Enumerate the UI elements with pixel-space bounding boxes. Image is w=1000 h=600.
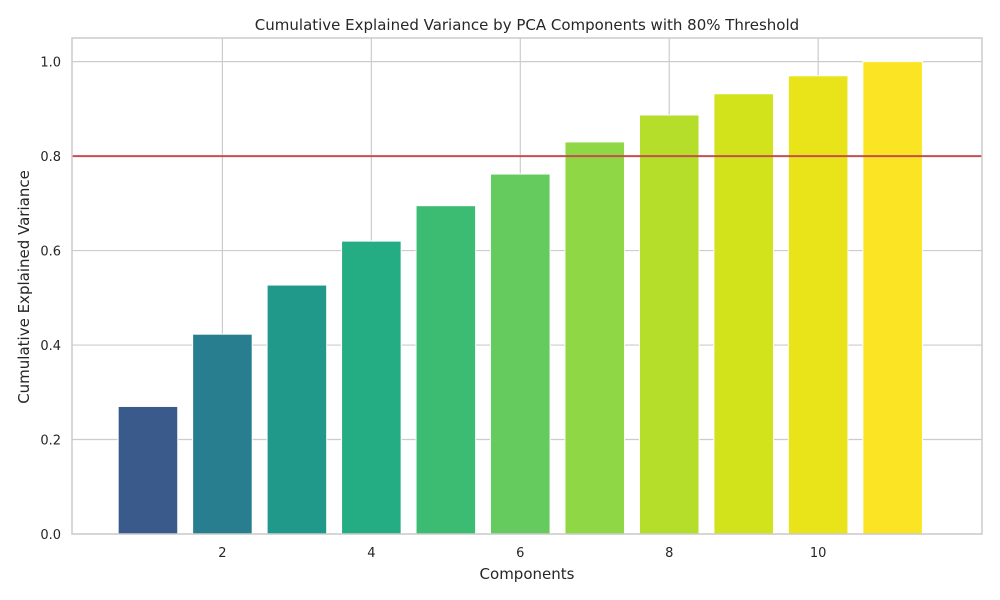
y-tick-label-0.0: 0.0 [40, 528, 61, 543]
bar-component-10 [787, 75, 849, 535]
y-tick-label-0.6: 0.6 [40, 245, 61, 260]
bar-component-3 [266, 284, 328, 535]
chart-title: Cumulative Explained Variance by PCA Com… [255, 16, 799, 34]
y-tick-label-0.8: 0.8 [40, 150, 61, 165]
x-axis-label: Components [480, 565, 575, 583]
bar-component-8 [638, 114, 700, 535]
bar-component-1 [117, 405, 179, 535]
y-tick-label-1.0: 1.0 [40, 56, 61, 71]
y-axis-label: Cumulative Explained Variance [15, 170, 33, 404]
y-tick-label-0.4: 0.4 [40, 339, 61, 354]
bar-component-9 [713, 93, 774, 535]
plot-frame [71, 37, 983, 535]
bar-component-7 [564, 141, 626, 535]
x-tick-labels: 2 4 6 8 10 [218, 546, 826, 561]
bars [117, 61, 923, 535]
x-tick-label-8: 8 [665, 546, 673, 561]
bar-component-6 [490, 173, 551, 535]
bar-component-4 [341, 240, 402, 535]
x-tick-label-4: 4 [367, 546, 375, 561]
bar-component-5 [415, 205, 477, 535]
bar-component-11 [862, 61, 923, 535]
y-tick-labels: 0.0 0.2 0.4 0.6 0.8 1.0 [40, 56, 61, 543]
x-tick-label-10: 10 [810, 546, 827, 561]
y-tick-label-0.2: 0.2 [40, 434, 61, 449]
bar-component-2 [192, 333, 253, 535]
x-tick-label-6: 6 [516, 546, 524, 561]
x-tick-label-2: 2 [218, 546, 226, 561]
